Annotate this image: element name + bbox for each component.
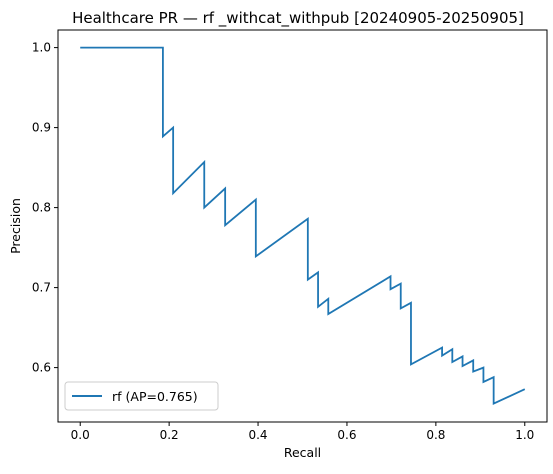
plot-area-frame [57, 29, 548, 423]
x-tick-label: 0.8 [426, 428, 445, 442]
legend: rf (AP=0.765) [64, 381, 219, 411]
y-tick-label: 0.9 [32, 121, 51, 135]
y-tick-label: 0.7 [32, 281, 51, 295]
y-tick-label: 0.8 [32, 201, 51, 215]
y-tick-label: 0.6 [32, 361, 51, 375]
x-tick-label: 0.0 [71, 428, 90, 442]
series-layer [80, 46, 526, 406]
y-axis-label: Precision [8, 198, 23, 254]
y-tick-label: 1.0 [32, 41, 51, 55]
x-tick-label: 0.4 [248, 428, 267, 442]
x-tick-label: 0.6 [337, 428, 356, 442]
legend-label: rf (AP=0.765) [112, 389, 198, 404]
x-axis-ticks: 0.0 0.2 0.4 0.6 0.8 1.0 [71, 422, 534, 442]
x-axis-label: Recall [284, 445, 321, 460]
x-tick-label: 1.0 [515, 428, 534, 442]
x-tick-label: 0.2 [160, 428, 179, 442]
series-line-rf [80, 46, 526, 406]
y-axis-ticks: 0.6 0.7 0.8 0.9 1.0 [32, 41, 58, 375]
chart-title: Healthcare PR — rf _withcat_withpub [202… [72, 9, 524, 28]
legend-box [64, 381, 219, 411]
